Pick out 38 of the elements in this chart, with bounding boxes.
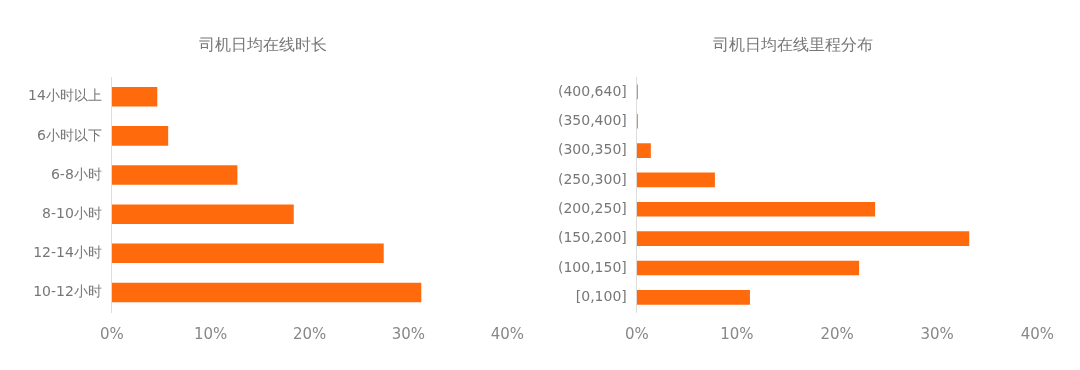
- bar: [111, 204, 294, 224]
- bar: [111, 243, 384, 264]
- y-tick-label: 14小时以上: [27, 87, 102, 104]
- x-tick-label: 0%: [99, 324, 124, 343]
- x-tick-label: 40%: [1020, 324, 1054, 343]
- bar: [636, 231, 970, 246]
- bar: [111, 282, 422, 303]
- x-tick-label: 10%: [194, 324, 228, 343]
- y-tick-label: 10-12小时: [33, 283, 102, 300]
- bar: [111, 126, 169, 146]
- y-tick-label: (350,400]: [557, 111, 627, 128]
- y-tick-label: 12-14小时: [33, 243, 102, 260]
- x-tick-label: 30%: [391, 324, 426, 343]
- y-tick-label: 6小时以下: [36, 126, 102, 143]
- y-tick-label: [0,100]: [575, 287, 627, 304]
- y-tick-label: (250,300]: [557, 170, 627, 187]
- x-tick-label: 30%: [920, 324, 954, 343]
- y-tick-label: 8-10小时: [42, 204, 102, 221]
- x-tick-label: 10%: [720, 324, 754, 343]
- y-tick-label: (400,640]: [557, 82, 627, 99]
- chart-title: 司机日均在线里程分布: [713, 34, 873, 54]
- y-tick-label: 6-8小时: [50, 165, 102, 182]
- y-tick-label: (200,250]: [557, 199, 627, 216]
- bar: [636, 201, 876, 217]
- y-tick-label: (100,150]: [557, 258, 627, 275]
- x-tick-label: 40%: [490, 324, 524, 343]
- bar: [636, 172, 715, 188]
- y-tick-label: (150,200]: [557, 229, 627, 246]
- bar: [111, 86, 158, 107]
- bar: [636, 289, 750, 305]
- x-tick-label: 0%: [624, 324, 649, 343]
- bar: [636, 260, 860, 276]
- x-tick-label: 20%: [820, 324, 854, 343]
- bar: [636, 143, 651, 158]
- chart-title: 司机日均在线时长: [199, 34, 327, 54]
- bar: [111, 165, 238, 185]
- y-tick-label: (300,350]: [557, 141, 627, 158]
- x-tick-label: 20%: [292, 324, 327, 343]
